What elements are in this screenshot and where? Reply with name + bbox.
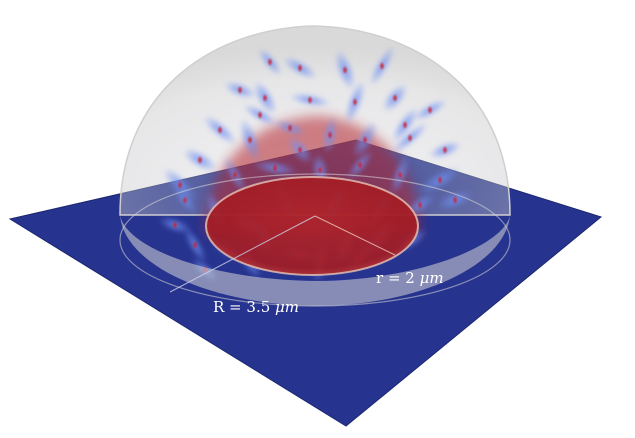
inner-radius-prefix: r = 2	[376, 269, 420, 287]
cell-core	[407, 133, 413, 143]
cell-core	[327, 130, 333, 140]
cell-core	[392, 93, 398, 103]
cell-core	[232, 170, 238, 180]
cell-core	[287, 123, 293, 133]
inner-radius-line	[314, 215, 396, 256]
cell-core	[197, 155, 203, 165]
cell-core	[297, 63, 303, 73]
cell-core	[297, 145, 303, 155]
cell-core	[307, 95, 313, 105]
dome-front	[120, 215, 510, 306]
cell-core	[442, 145, 448, 155]
cell-core	[192, 240, 198, 250]
cell-core	[402, 120, 408, 130]
outer-radius-prefix: R = 3.5	[213, 298, 276, 316]
cell-core	[357, 160, 363, 170]
cell-core	[427, 105, 433, 115]
cell-core	[417, 200, 423, 210]
inner-radius-label: r = 2 μm	[376, 269, 444, 287]
cell-core	[317, 165, 323, 175]
inner-radius-unit: μm	[419, 269, 444, 287]
cell-core	[247, 135, 253, 145]
outer-radius-line	[169, 215, 316, 293]
cell-core	[452, 195, 458, 205]
cell-core	[237, 85, 243, 95]
cell-core	[437, 175, 443, 185]
cell-core	[172, 220, 178, 230]
dome-base-outline	[119, 173, 511, 307]
cell-core	[342, 65, 348, 75]
cell-core	[257, 110, 263, 120]
cell-core	[272, 163, 278, 173]
cell-core	[262, 93, 268, 103]
outer-radius-label: R = 3.5 μm	[213, 298, 299, 316]
cell-core	[397, 170, 403, 180]
outer-radius-unit: μm	[275, 298, 300, 316]
cell-core	[352, 97, 358, 107]
cell-core	[379, 61, 385, 71]
inner-disk	[206, 177, 418, 275]
cell-core	[267, 57, 273, 67]
inner-disk-rim	[205, 176, 419, 276]
cell-core	[217, 125, 223, 135]
cell-core	[177, 180, 183, 190]
cell-core	[362, 135, 368, 145]
